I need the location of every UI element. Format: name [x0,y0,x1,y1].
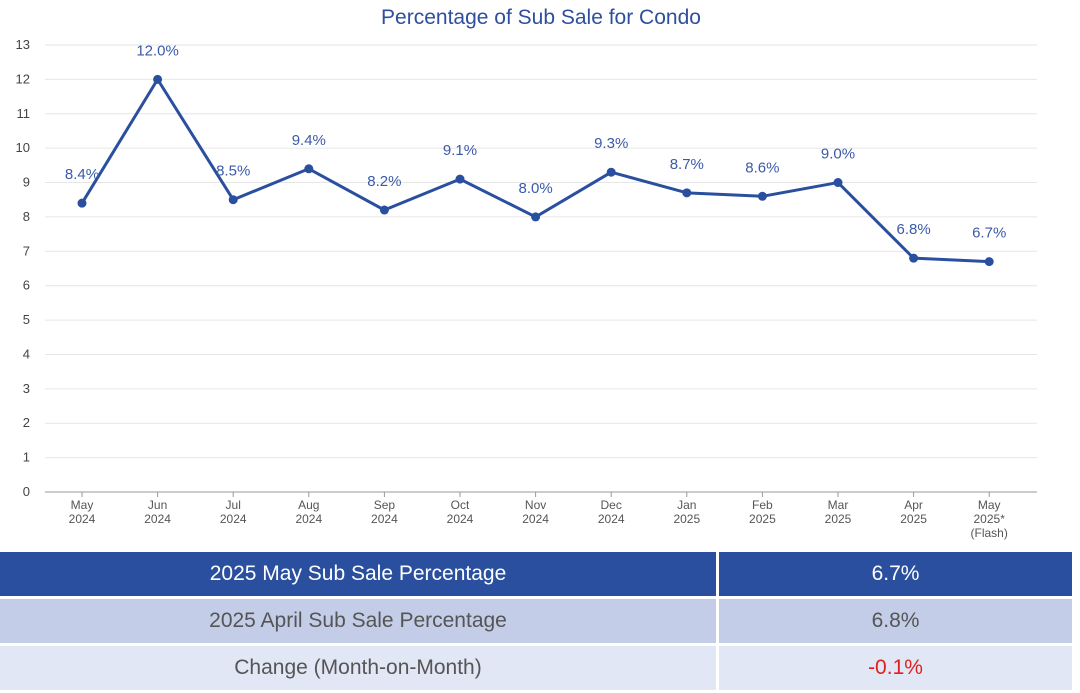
x-tick-label: Apr [904,498,923,512]
y-tick-label: 6 [23,278,30,293]
previous-value: 6.8% [719,599,1072,643]
data-label: 12.0% [136,42,179,59]
data-point [153,74,163,84]
x-tick-label: 2024 [522,512,549,526]
data-label: 8.4% [65,166,99,183]
x-tick-label: Jan [677,498,696,512]
y-tick-label: 5 [23,312,30,327]
data-point [984,257,994,267]
summary-table: 2025 May Sub Sale Percentage 6.7% 2025 A… [0,552,1072,693]
x-tick-label: Jun [148,498,167,512]
current-value: 6.7% [719,552,1072,596]
data-label: 8.6% [745,159,779,176]
data-point [909,253,919,263]
data-label: 6.8% [896,221,930,238]
y-tick-label: 7 [23,243,30,258]
x-tick-label: 2024 [295,512,322,526]
x-tick-label: 2024 [69,512,96,526]
y-tick-label: 0 [23,484,30,499]
y-tick-label: 9 [23,175,30,190]
data-point [455,174,465,184]
y-tick-label: 12 [16,71,30,86]
data-point [304,164,314,174]
data-label: 8.5% [216,163,250,180]
chart-title: Percentage of Sub Sale for Condo [381,6,701,29]
data-point [682,188,692,198]
x-tick-label: 2025 [673,512,700,526]
x-tick-label: 2025 [749,512,776,526]
x-tick-label: Nov [525,498,546,512]
data-point [606,167,616,177]
table-row-previous: 2025 April Sub Sale Percentage 6.8% [0,599,1072,643]
data-point [379,205,389,215]
x-tick-label: 2024 [598,512,625,526]
x-tick-label: Aug [298,498,319,512]
y-tick-label: 10 [16,140,30,155]
x-tick-label: Jul [226,498,241,512]
x-tick-label: May [71,498,94,512]
x-tick-label: Mar [828,498,849,512]
data-point [531,212,541,222]
previous-label: 2025 April Sub Sale Percentage [0,599,716,643]
x-tick-label: (Flash) [971,526,1008,540]
data-label: 9.4% [292,132,326,149]
data-label: 8.0% [518,180,552,197]
data-label: 9.3% [594,135,628,152]
y-tick-label: 2 [23,415,30,430]
x-tick-label: 2024 [447,512,474,526]
data-label: 9.1% [443,142,477,159]
line-chart: Percentage of Sub Sale for Condo 0123456… [16,6,1037,540]
data-point [228,195,238,205]
series-group [77,74,994,267]
x-tick-label: Dec [601,498,622,512]
y-tick-label: 13 [16,37,30,52]
x-tick-label: Oct [451,498,470,512]
data-label: 8.7% [670,156,704,173]
y-tick-label: 11 [17,106,31,121]
x-axis: May2024Jun2024Jul2024Aug2024Sep2024Oct20… [69,492,1008,540]
x-tick-label: 2024 [371,512,398,526]
table-row-current: 2025 May Sub Sale Percentage 6.7% [0,552,1072,596]
x-tick-label: Sep [374,498,396,512]
y-tick-label: 3 [23,381,30,396]
x-tick-label: 2025* [974,512,1006,526]
gridlines [45,44,1037,493]
y-tick-label: 4 [23,346,30,361]
x-tick-label: 2025 [825,512,852,526]
data-point [757,191,767,201]
data-label: 9.0% [821,146,855,163]
table-row-change: Change (Month-on-Month) -0.1% [0,646,1072,690]
data-point [833,178,843,188]
y-tick-label: 1 [23,450,30,465]
change-value: -0.1% [719,646,1072,690]
current-label: 2025 May Sub Sale Percentage [0,552,716,596]
data-label: 8.2% [367,173,401,190]
x-tick-label: 2025 [900,512,927,526]
x-tick-label: Feb [752,498,773,512]
change-label: Change (Month-on-Month) [0,646,716,690]
data-point [77,198,87,208]
x-tick-label: May [978,498,1001,512]
x-tick-label: 2024 [220,512,247,526]
x-tick-label: 2024 [144,512,171,526]
data-labels: 8.4% 12.0% 8.5% 9.4% 8.2% 9.1% 8.0% 9.3% 8.7% 8.6… [65,42,1006,241]
y-tick-label: 8 [23,209,30,224]
data-label: 6.7% [972,225,1006,242]
